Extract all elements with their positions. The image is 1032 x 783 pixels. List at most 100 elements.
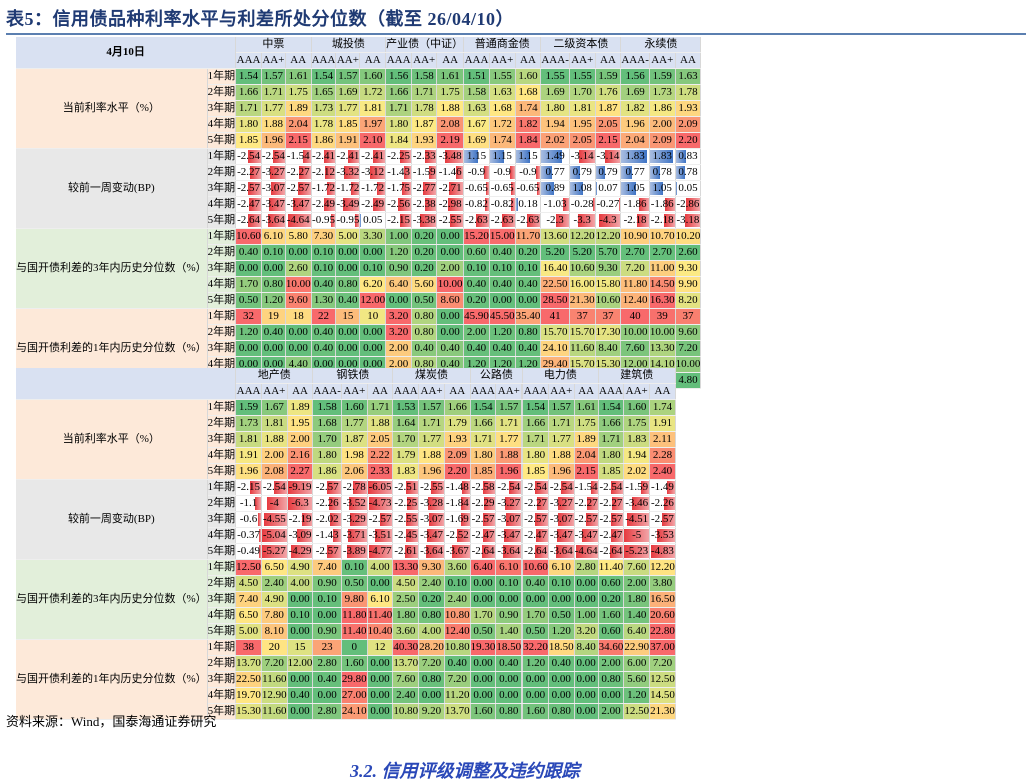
percentile-cell: 28.50 [540,292,570,309]
decrease-bar [484,497,495,510]
increase-bar [489,150,505,163]
rate-cell: 1.89 [285,100,312,117]
change-value: -0.95 [312,214,335,226]
rate-cell: 1.61 [285,68,312,85]
change-value: 0.07 [598,182,618,194]
percentile-cell: 41 [540,308,570,325]
change-value: -3.89 [342,545,366,557]
decrease-bar [350,513,367,526]
percentile-cell: 0.40 [489,244,516,261]
change-cell: -2.57 [522,511,549,528]
change-value: -2.47 [599,529,623,541]
change-value: -2.47 [471,529,495,541]
percentile-cell: 0.40 [311,340,337,357]
percentile-cell: 0.00 [287,591,314,608]
percentile-cell: 0.00 [285,244,312,261]
percentile-cell: 6.40 [470,559,497,576]
change-cell: -2.12 [311,164,337,181]
change-cell: -1.48 [444,479,471,496]
percentile-cell: 12.90 [261,687,288,704]
change-cell: -2.54 [261,479,288,496]
change-value: 1.15 [518,150,538,162]
change-cell: -1.46 [436,164,465,181]
percentile-cell: 7.20 [444,671,471,688]
rate-cell: 1.71 [367,399,394,416]
empty-cell [521,511,524,528]
percentile-cell: 2.00 [598,655,625,672]
percentile-cell: 9.30 [595,260,622,277]
decrease-bar [406,529,418,542]
change-value: -2.15 [387,214,411,226]
grade-header: AA+ [489,52,516,69]
term-label: 3年期 [207,431,237,448]
rate-cell: 1.84 [515,132,542,149]
percentile-cell: 7.20 [649,655,676,672]
decrease-bar [505,497,521,510]
decrease-bar [445,150,463,163]
change-cell: -4.51 [623,511,651,528]
change-cell: -3.47 [285,196,312,213]
percentile-cell: 0.20 [411,260,438,277]
change-cell: -4.55 [261,511,288,528]
percentile-cell: 10.90 [620,228,650,245]
change-cell: -2.98 [436,196,465,213]
change-value: -1.43 [315,529,339,541]
change-value: -3.46 [625,497,649,509]
term-label: 2年期 [207,575,237,592]
change-cell: -2.25 [392,495,420,512]
percentile-cell: 0.40 [311,276,337,293]
decrease-bar [248,182,261,195]
rate-cell: 2.02 [623,463,651,480]
change-value: -2.27 [524,497,547,509]
change-cell: -3.51 [367,527,394,544]
change-value: -2.57 [368,513,392,525]
rate-cell: 1.70 [392,431,420,448]
decrease-bar [399,150,411,163]
rate-cell: 1.80 [235,116,262,133]
grade-header: AAA [392,383,420,400]
change-value: -2.55 [394,513,418,525]
change-cell: -2.47 [470,527,497,544]
term-label: 4年期 [207,116,237,133]
change-value: -4.73 [368,497,392,509]
percentile-cell: 9.80 [341,591,368,608]
change-cell: -5.04 [261,527,288,544]
rate-cell: 1.53 [392,399,420,416]
percentile-cell: 13.60 [540,228,570,245]
change-value: -3.12 [361,166,385,178]
percentile-cell: 7.30 [311,228,337,245]
percentile-cell: 0.20 [598,591,625,608]
percentile-cell: 27.00 [341,687,368,704]
percentile-cell: 12.00 [359,292,387,309]
rate-cell: 1.55 [489,68,516,85]
decrease-bar [535,529,548,542]
change-value: -3.3 [573,214,591,226]
percentile-cell: 2.80 [574,559,599,576]
change-value: -3.07 [420,513,443,525]
grade-header: AA+ [261,52,286,69]
change-cell: 1.83 [620,148,650,165]
percentile-cell: 40.30 [392,639,420,656]
decrease-bar [641,481,649,494]
percentile-cell: 0.00 [335,340,361,357]
rate-cell: 1.71 [522,431,549,448]
change-cell: -1.43 [312,527,342,544]
term-label: 1年期 [207,308,237,325]
decrease-bar [405,545,418,558]
grade-header: AA [436,52,465,69]
percentile-cell: 10 [359,308,387,325]
decrease-bar [501,214,515,227]
decrease-bar [579,150,595,163]
percentile-cell: 0.00 [287,703,314,720]
percentile-cell: 22.50 [235,671,262,688]
change-cell: -1.72 [311,180,337,197]
percentile-cell: 0.10 [312,591,342,608]
decrease-bar [301,513,312,526]
percentile-cell: 1.80 [623,591,651,608]
empty-cell [521,463,524,480]
change-value: 0.89 [545,182,565,194]
percentile-cell: 0.40 [311,324,337,341]
percentile-cell: 11.20 [444,687,471,704]
rate-cell: 1.66 [385,84,413,101]
percentile-cell: 0.60 [463,244,490,261]
